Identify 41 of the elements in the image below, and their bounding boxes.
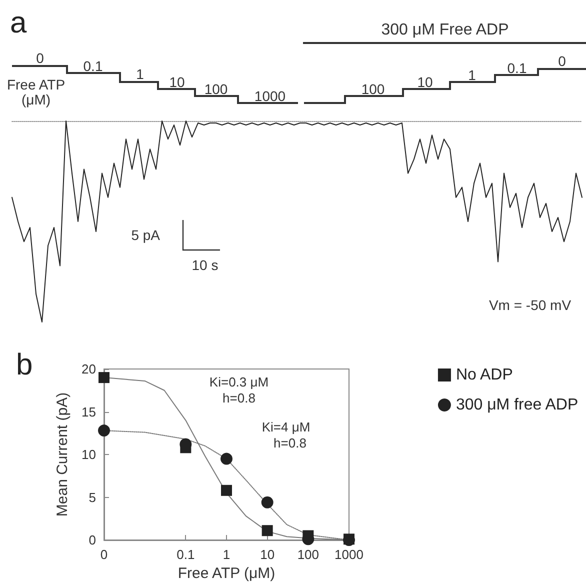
y-tick-label: 5 — [88, 490, 96, 505]
annotation: Ki=4 μM — [262, 420, 310, 434]
text: 0.1 — [507, 60, 527, 76]
legend-label: No ADP — [456, 366, 513, 384]
text: 10 — [169, 74, 185, 90]
y-tick-label: 15 — [82, 404, 96, 420]
annotation: Ki=0.3 μM — [209, 374, 269, 390]
annotation: 10 s — [192, 257, 218, 273]
x-tick-label: 0.1 — [176, 547, 195, 562]
annotation: Vm = -50 mV — [488, 297, 572, 313]
text: 300 μM Free ADP — [381, 22, 509, 38]
annotation: h=0.8 — [222, 390, 256, 406]
text: 1000 — [254, 88, 286, 104]
text: 0 — [558, 53, 566, 69]
point — [262, 525, 273, 536]
y-tick-label: 10 — [82, 447, 96, 462]
chart-title: b — [16, 348, 33, 382]
point — [221, 484, 232, 496]
chart-title: a — [10, 6, 27, 40]
x-tick-label: 10 — [260, 547, 275, 562]
text: 0.1 — [83, 58, 103, 74]
legend-label: 300 μM free ADP — [456, 396, 578, 414]
x-axis-title: Free ATP (μM) — [178, 564, 276, 582]
annotation: h=0.8 — [274, 436, 306, 450]
y-tick-label: 0 — [88, 532, 96, 548]
point — [261, 496, 274, 508]
text: 100 — [361, 81, 385, 97]
x-tick-label: 1000 — [334, 547, 364, 562]
y-tick-label: 20 — [82, 362, 96, 376]
text: 1 — [136, 66, 144, 82]
text: 100 — [204, 81, 228, 97]
annotation: 5 pA — [131, 227, 161, 243]
text: 1 — [468, 67, 476, 83]
x-tick-label: 100 — [297, 547, 320, 562]
x-tick-label: 1 — [222, 547, 230, 562]
x-tick-label: 0 — [100, 547, 108, 562]
text: Free ATP (μM) — [6, 76, 66, 108]
point — [220, 452, 232, 465]
text: 0 — [36, 50, 44, 66]
y-axis-title: Mean Current (pA) — [54, 392, 71, 517]
text: 10 — [417, 74, 433, 90]
